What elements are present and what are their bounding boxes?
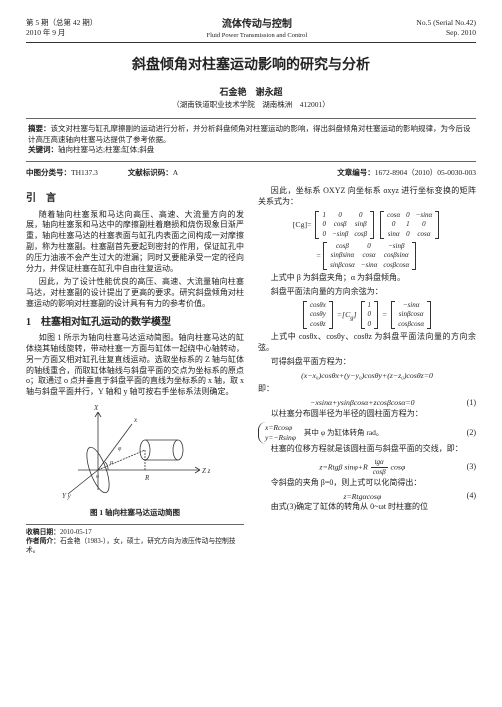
col2-p5: 可得斜盘平面方程为： bbox=[258, 357, 476, 368]
col2-p4: 上式中 cosθx、cosθy、cosθz 为斜盘平面法向量的方向余弦。 bbox=[258, 332, 476, 354]
svg-text:x: x bbox=[133, 416, 138, 424]
left-column: 引 言 随着轴向柱塞泵和马达向高压、高速、大流量方向的发展，轴向柱塞泵和马达中的… bbox=[26, 186, 244, 555]
col2-p3: 斜盘平面法向量的方向余弦为： bbox=[258, 287, 476, 298]
svg-text:Y y: Y y bbox=[62, 492, 72, 500]
intro-title: 引 言 bbox=[26, 192, 244, 206]
fig1-caption: 图 1 轴向柱塞马达运动简图 bbox=[26, 508, 244, 518]
abstract-block: 摘要：该文对柱塞与缸孔摩擦副的运动进行分析，并分析斜盘倾角对柱塞运动的影响，得出… bbox=[26, 118, 476, 162]
eq-matrix-1: [Cg]= 1000cosβsinβ0−sinβcosβ cosα0−sinα0… bbox=[258, 211, 476, 239]
eq1a: (x−x₀)cosθx+(y−y₀)cosθy+(z−z₀)cosθz=0 bbox=[258, 371, 476, 382]
col2-p6: 以柱塞分布圆半径为半径的圆柱面方程为： bbox=[258, 409, 476, 420]
col2-p8: 令斜盘的夹角 β=0，则上式可以化简得出： bbox=[258, 478, 476, 489]
svg-text:α: α bbox=[110, 460, 114, 466]
svg-text:Z z: Z z bbox=[202, 467, 211, 475]
eq-matrix-2: =cosβ0−sinβsinβsinαcosαcosβsinαsinβcosα−… bbox=[258, 242, 476, 270]
intro-p1: 随着轴向柱塞泵和马达向高压、高速、大流量方向的发展，轴向柱塞泵和马达中的摩擦副柱… bbox=[26, 210, 244, 275]
paper-title: 斜盘倾角对柱塞运动影响的研究与分析 bbox=[26, 57, 476, 76]
keywords-text: 轴向柱塞马达;柱塞;缸体;斜盘 bbox=[58, 145, 154, 154]
eq-theta: cosθxcosθycosθz =[Cg] 100 = −sinαsinβcos… bbox=[258, 301, 476, 329]
affiliation: （湖南铁道职业技术学院 湖南株洲 412001） bbox=[26, 100, 476, 110]
svg-text:o: o bbox=[96, 474, 99, 480]
eq3: z=Rtgβ sinφ+R tgα cosβ cosφ (3) bbox=[258, 458, 476, 478]
col2-p1: 因此，坐标系 OXYZ 向坐标系 oxyz 进行坐标变换的矩阵关系式为： bbox=[258, 186, 476, 208]
col2-p2: 上式中 β 为斜盘夹角；α 为斜盘倾角。 bbox=[258, 273, 476, 284]
journal-title: 流体传动与控制 Fluid Power Transmission and Con… bbox=[206, 18, 307, 40]
eq1: −xsinα+ysinβcosα+zcosβcosα=0 (1) bbox=[258, 398, 476, 409]
col2-p9: 由式(3)确定了缸体的转角从 0~ωt 时柱塞的位 bbox=[258, 502, 476, 513]
eq4: z=Rtgαcosφ (4) bbox=[258, 491, 476, 502]
eq2: x=Rcosφ y=−Rsinφ 其中 φ 为缸体转角 rad。 (2) bbox=[258, 422, 476, 444]
svg-text:φ: φ bbox=[118, 446, 122, 452]
svg-text:R: R bbox=[144, 474, 150, 482]
footnote: 收稿日期：2010-05-17 作者简介：石金艳（1983-），女，硕士，研究方… bbox=[26, 524, 244, 556]
eq1-text: 即： bbox=[258, 384, 476, 395]
meta-row: 中图分类号：TH137.3 文献标识码：A 文章编号：1672-8904（201… bbox=[26, 168, 476, 178]
keywords-label: 关键词： bbox=[28, 145, 58, 154]
sec1-title: 1 柱塞相对缸孔运动的数学模型 bbox=[26, 316, 244, 330]
issue-cn: 第 5 期（总第 42 期） 2010 年 9 月 bbox=[26, 18, 97, 40]
figure-1: Z z X Y y x bbox=[26, 402, 244, 518]
intro-p2: 因此，为了设计性能优良的高压、高速、大流量轴向柱塞马达，对柱塞副的设计提出了更高… bbox=[26, 277, 244, 309]
col2-p7: 柱塞的位移方程就是该圆柱面与斜盘平面的交线，即： bbox=[258, 444, 476, 455]
right-column: 因此，坐标系 OXYZ 向坐标系 oxyz 进行坐标变换的矩阵关系式为： [Cg… bbox=[258, 186, 476, 555]
authors: 石金艳 谢永超 bbox=[26, 86, 476, 98]
sec1-p1: 如图 1 所示为轴向柱塞马达运动简图。轴向柱塞马达的缸体绕其轴线旋转，带动柱塞一… bbox=[26, 333, 244, 398]
header-rule bbox=[26, 42, 476, 43]
abstract-text: 该文对柱塞与缸孔摩擦副的运动进行分析，并分析斜盘倾角对柱塞运动的影响，得出斜盘倾… bbox=[28, 124, 471, 144]
svg-text:X: X bbox=[93, 404, 99, 412]
issue-en: No.5 (Serial No.42) Sep. 2010 bbox=[416, 18, 476, 40]
abstract-label: 摘要： bbox=[28, 124, 51, 133]
